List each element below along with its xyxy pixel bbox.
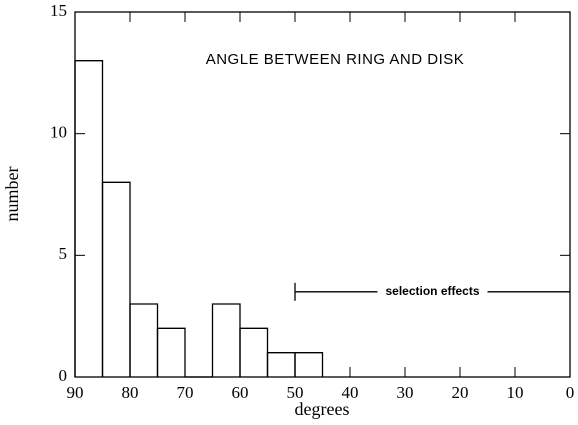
chart-title: ANGLE BETWEEN RING AND DISK [206, 51, 465, 68]
histogram-bar [101, 181, 131, 377]
y-axis-label: number [2, 167, 22, 222]
x-tick-label: 90 [67, 383, 84, 402]
x-tick-label: 0 [566, 383, 575, 402]
histogram-bar [266, 352, 296, 377]
x-tick-label: 20 [452, 383, 469, 402]
histogram-bar [294, 352, 324, 377]
x-tick-label: 40 [342, 383, 359, 402]
x-tick-label: 50 [287, 383, 304, 402]
x-tick-label: 10 [507, 383, 524, 402]
y-tick-label: 0 [59, 366, 68, 385]
y-tick-label: 10 [50, 123, 67, 142]
y-tick-label: 15 [50, 1, 67, 20]
x-tick-label: 70 [177, 383, 194, 402]
annotation-text: selection effects [385, 284, 479, 298]
histogram-bar [156, 327, 186, 377]
histogram-bar [129, 303, 159, 377]
histogram-bar [211, 303, 241, 377]
x-tick-label: 30 [397, 383, 414, 402]
x-axis-label: degrees [295, 399, 350, 419]
y-tick-label: 5 [59, 244, 68, 263]
histogram-bar [74, 60, 104, 377]
histogram-bar [239, 327, 269, 377]
x-tick-label: 60 [232, 383, 249, 402]
x-tick-label: 80 [122, 383, 139, 402]
